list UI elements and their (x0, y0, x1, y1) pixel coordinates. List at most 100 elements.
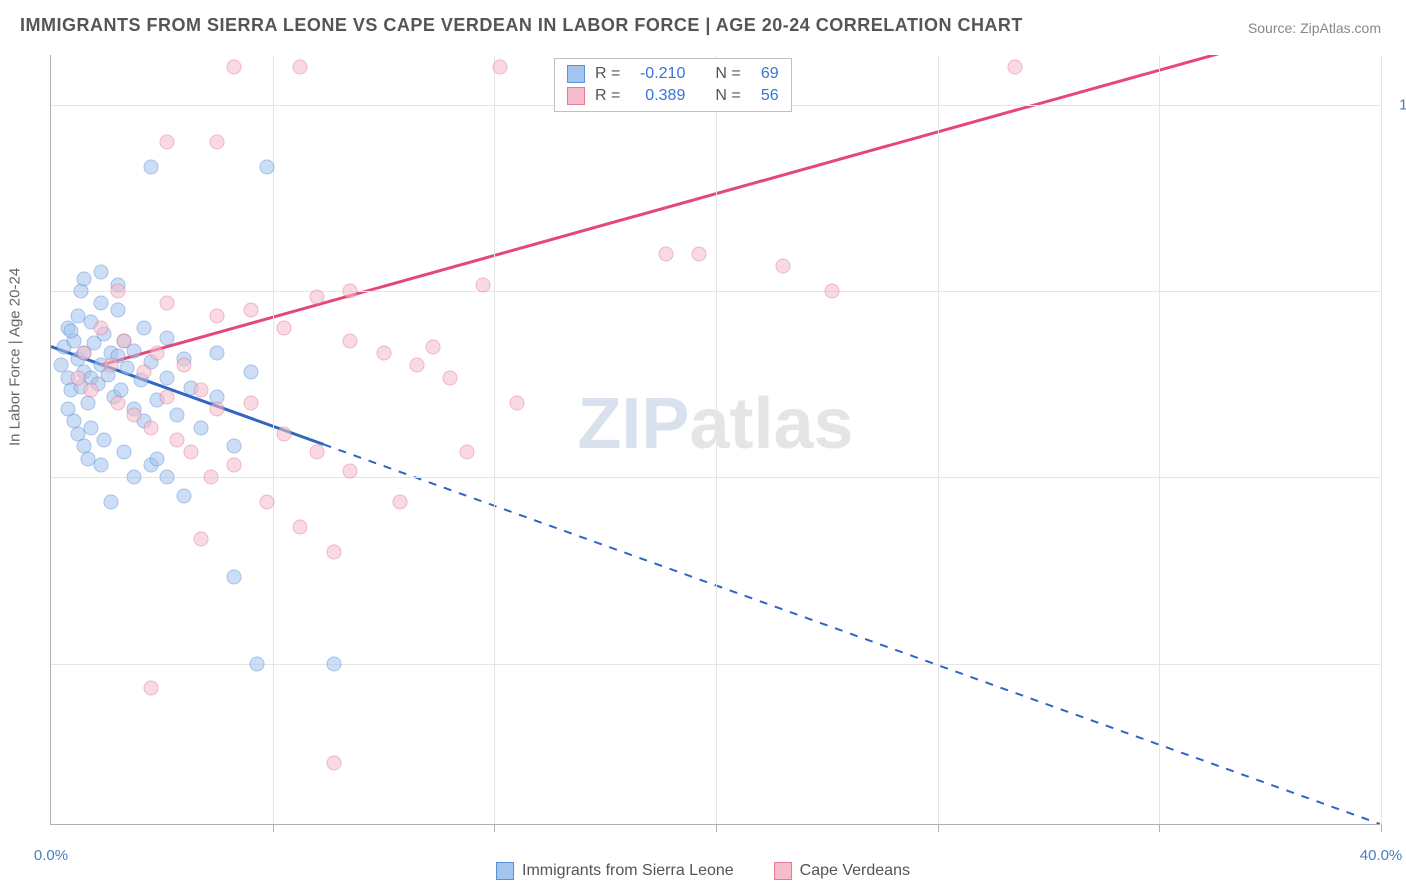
legend-label-2: Cape Verdeans (800, 862, 910, 880)
legend-label-1: Immigrants from Sierra Leone (522, 862, 734, 880)
scatter-point (476, 277, 491, 292)
scatter-point (103, 495, 118, 510)
scatter-point (203, 470, 218, 485)
n-value-series-1: 69 (751, 65, 779, 83)
y-tick-label: 100.0% (1390, 96, 1406, 113)
scatter-point (93, 457, 108, 472)
r-value-series-1: -0.210 (630, 65, 685, 83)
watermark-zip: ZIP (577, 384, 689, 464)
scatter-point (177, 488, 192, 503)
scatter-point (143, 681, 158, 696)
scatter-point (293, 60, 308, 75)
gridline-v (1159, 55, 1160, 824)
legend-item-series-2: Cape Verdeans (774, 862, 910, 880)
scatter-point (193, 420, 208, 435)
scatter-point (77, 346, 92, 361)
x-tick-label: 40.0% (1360, 847, 1403, 864)
legend-item-series-1: Immigrants from Sierra Leone (496, 862, 734, 880)
r-label: R = (595, 87, 620, 105)
scatter-point (160, 370, 175, 385)
y-tick-label: 85.0% (1390, 282, 1406, 299)
scatter-point (160, 470, 175, 485)
x-tick (273, 824, 274, 832)
scatter-point (137, 364, 152, 379)
scatter-point (63, 323, 78, 338)
scatter-point (226, 457, 241, 472)
scatter-point (117, 333, 132, 348)
x-tick-label: 0.0% (34, 847, 68, 864)
scatter-point (243, 364, 258, 379)
gridline-v (938, 55, 939, 824)
scatter-point (226, 439, 241, 454)
scatter-point (226, 569, 241, 584)
scatter-point (83, 383, 98, 398)
scatter-point (80, 451, 95, 466)
scatter-point (226, 60, 241, 75)
scatter-point (293, 519, 308, 534)
n-label: N = (715, 87, 740, 105)
scatter-point (276, 426, 291, 441)
scatter-point (160, 331, 175, 346)
scatter-point (210, 401, 225, 416)
scatter-point (326, 656, 341, 671)
scatter-point (150, 346, 165, 361)
scatter-point (210, 134, 225, 149)
scatter-point (443, 370, 458, 385)
r-label: R = (595, 65, 620, 83)
legend-swatch-1 (496, 862, 514, 880)
scatter-point (210, 346, 225, 361)
y-tick-label: 70.0% (1390, 469, 1406, 486)
bottom-legend: Immigrants from Sierra Leone Cape Verdea… (496, 862, 910, 880)
x-tick (938, 824, 939, 832)
scatter-point (1008, 60, 1023, 75)
legend-swatch-2 (774, 862, 792, 880)
scatter-point (193, 383, 208, 398)
scatter-point (160, 296, 175, 311)
scatter-point (137, 321, 152, 336)
scatter-point (310, 445, 325, 460)
scatter-point (177, 358, 192, 373)
scatter-point (409, 358, 424, 373)
chart-title: IMMIGRANTS FROM SIERRA LEONE VS CAPE VER… (20, 15, 1023, 36)
scatter-point (659, 246, 674, 261)
scatter-point (93, 265, 108, 280)
scatter-point (117, 445, 132, 460)
scatter-point (103, 358, 118, 373)
scatter-point (83, 420, 98, 435)
scatter-point (326, 755, 341, 770)
scatter-point (170, 408, 185, 423)
scatter-point (310, 290, 325, 305)
scatter-point (276, 321, 291, 336)
scatter-point (326, 544, 341, 559)
scatter-point (393, 495, 408, 510)
stats-row-series-1: R = -0.210 N = 69 (567, 63, 779, 85)
swatch-series-2 (567, 87, 585, 105)
x-tick (1381, 824, 1382, 832)
scatter-point (343, 283, 358, 298)
scatter-point (127, 470, 142, 485)
gridline-v (494, 55, 495, 824)
scatter-point (775, 259, 790, 274)
scatter-point (376, 346, 391, 361)
scatter-point (97, 433, 112, 448)
scatter-point (343, 464, 358, 479)
n-label: N = (715, 65, 740, 83)
scatter-point (260, 495, 275, 510)
watermark-atlas: atlas (689, 384, 853, 464)
correlation-stats-box: R = -0.210 N = 69 R = 0.389 N = 56 (554, 58, 792, 112)
trendline-dashed (323, 444, 1380, 824)
scatter-point (459, 445, 474, 460)
r-value-series-2: 0.389 (630, 87, 685, 105)
y-axis-label: In Labor Force | Age 20-24 (7, 268, 24, 446)
stats-row-series-2: R = 0.389 N = 56 (567, 85, 779, 107)
x-tick (1159, 824, 1160, 832)
scatter-point (110, 283, 125, 298)
scatter-point (210, 308, 225, 323)
scatter-point (120, 360, 135, 375)
scatter-point (343, 333, 358, 348)
scatter-point (127, 408, 142, 423)
scatter-point (183, 445, 198, 460)
scatter-point (170, 433, 185, 448)
scatter-point (250, 656, 265, 671)
scatter-point (825, 283, 840, 298)
